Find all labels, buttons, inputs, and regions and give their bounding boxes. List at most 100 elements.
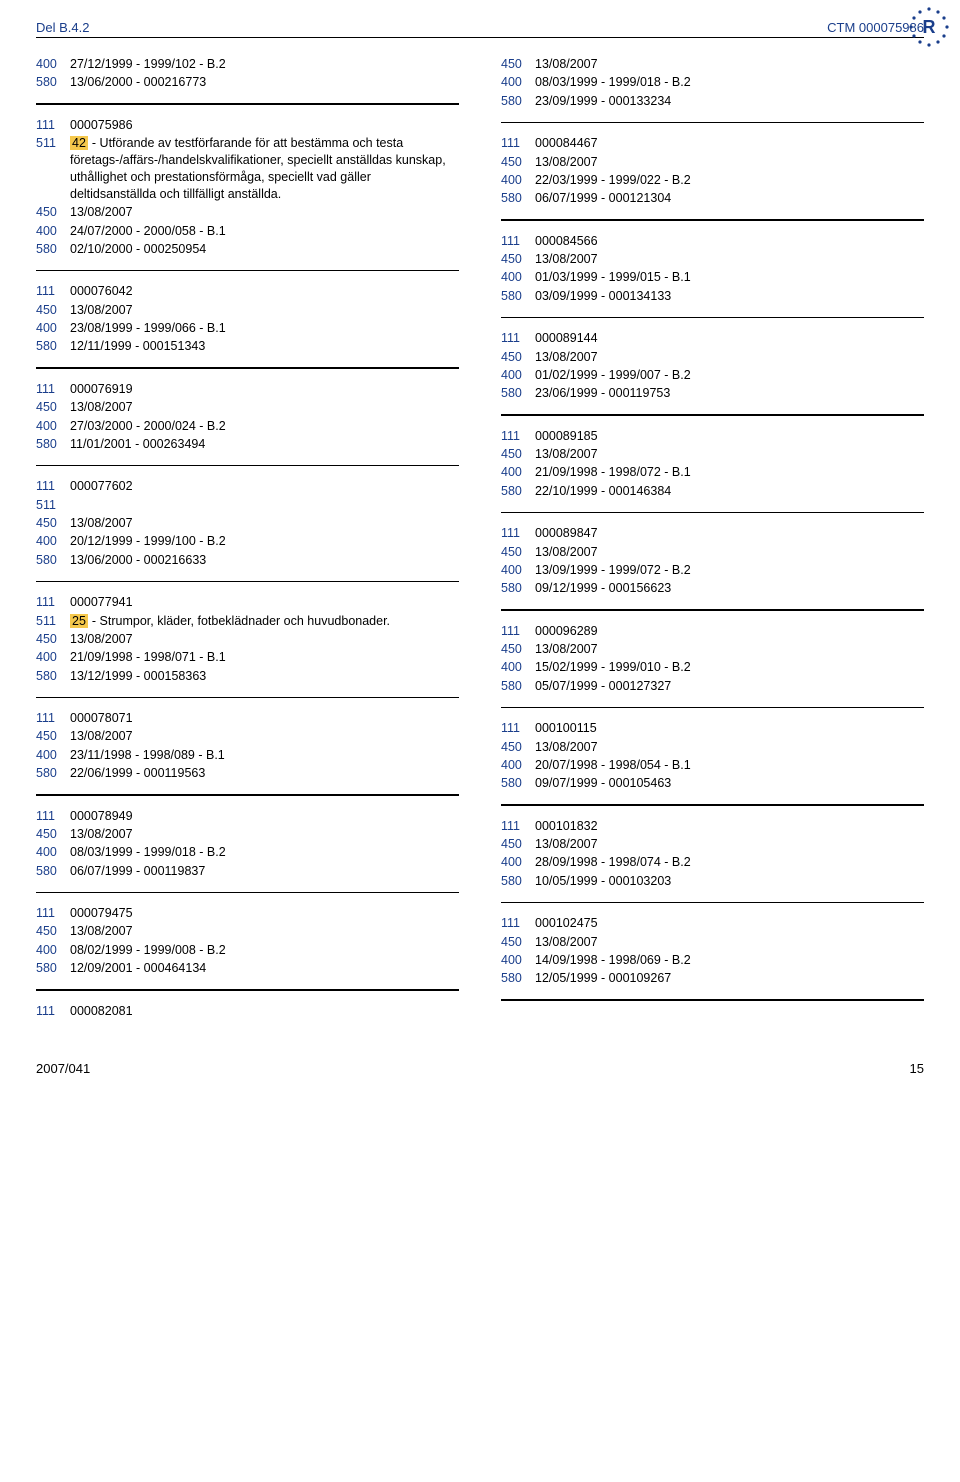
record-entry: 11100010247545013/08/200740014/09/1998 -… (501, 915, 924, 987)
field-value: 23/11/1998 - 1998/089 - B.1 (70, 747, 459, 764)
field-code: 511 (36, 135, 70, 152)
field-code: 111 (36, 905, 70, 922)
field-value: 000089847 (535, 525, 924, 542)
field-code: 580 (501, 93, 535, 110)
field-value: 22/06/1999 - 000119563 (70, 765, 459, 782)
record-line: 111000078071 (36, 710, 459, 727)
field-code: 400 (36, 649, 70, 666)
field-code: 450 (36, 302, 70, 319)
record-line: 111000102475 (501, 915, 924, 932)
field-code: 111 (36, 808, 70, 825)
separator (501, 414, 924, 416)
field-value: 09/07/1999 - 000105463 (535, 775, 924, 792)
field-value: 20/12/1999 - 1999/100 - B.2 (70, 533, 459, 550)
record-line: 58009/07/1999 - 000105463 (501, 775, 924, 792)
field-value: 000078949 (70, 808, 459, 825)
field-code: 580 (36, 552, 70, 569)
field-code: 450 (501, 544, 535, 561)
field-value: 23/06/1999 - 000119753 (535, 385, 924, 402)
field-code: 400 (501, 854, 535, 871)
field-value: 22/03/1999 - 1999/022 - B.2 (535, 172, 924, 189)
record-line: 45013/08/2007 (501, 641, 924, 658)
record-line: 58009/12/1999 - 000156623 (501, 580, 924, 597)
field-code: 450 (36, 204, 70, 221)
field-value: 000096289 (535, 623, 924, 640)
field-value: 13/08/2007 (535, 446, 924, 463)
record-entry: 111000082081 (36, 1003, 459, 1020)
record-line: 45013/08/2007 (501, 251, 924, 268)
record-line: 111000075986 (36, 117, 459, 134)
footer-left: 2007/041 (36, 1061, 90, 1076)
field-code: 400 (501, 269, 535, 286)
separator (501, 707, 924, 709)
field-code: 400 (36, 844, 70, 861)
field-code: 580 (36, 863, 70, 880)
record-line: 45013/08/2007 (36, 728, 459, 745)
field-code: 450 (36, 515, 70, 532)
field-value: 01/03/1999 - 1999/015 - B.1 (535, 269, 924, 286)
record-line: 58012/09/2001 - 000464134 (36, 960, 459, 977)
field-code: 580 (501, 580, 535, 597)
separator (501, 317, 924, 319)
field-value: 08/03/1999 - 1999/018 - B.2 (70, 844, 459, 861)
field-value: 000078071 (70, 710, 459, 727)
field-code: 450 (36, 399, 70, 416)
footer-right: 15 (910, 1061, 924, 1076)
record-line: 40027/03/2000 - 2000/024 - B.2 (36, 418, 459, 435)
field-value: 13/08/2007 (70, 728, 459, 745)
svg-text:R: R (923, 17, 936, 37)
field-code: 111 (501, 818, 535, 835)
field-code: 400 (501, 172, 535, 189)
field-value: 13/08/2007 (70, 302, 459, 319)
field-value: 13/08/2007 (535, 349, 924, 366)
separator (36, 697, 459, 699)
field-value: 000100115 (535, 720, 924, 737)
separator (501, 512, 924, 514)
field-code: 111 (36, 117, 70, 134)
record-entry: 45013/08/200740008/03/1999 - 1999/018 - … (501, 56, 924, 110)
field-code: 580 (36, 74, 70, 91)
field-code: 111 (501, 915, 535, 932)
field-code: 580 (36, 338, 70, 355)
field-value: 13/08/2007 (535, 934, 924, 951)
separator (36, 989, 459, 991)
record-line: 58023/06/1999 - 000119753 (501, 385, 924, 402)
record-entry: 11100008446745013/08/200740022/03/1999 -… (501, 135, 924, 207)
field-code: 450 (501, 641, 535, 658)
separator (36, 794, 459, 796)
record-line: 45013/08/2007 (501, 544, 924, 561)
page-footer: 2007/041 15 (36, 1061, 924, 1076)
field-code: 450 (501, 154, 535, 171)
field-value: 21/09/1998 - 1998/071 - B.1 (70, 649, 459, 666)
record-line: 45013/08/2007 (36, 631, 459, 648)
field-value: 000089144 (535, 330, 924, 347)
field-value: 13/12/1999 - 000158363 (70, 668, 459, 685)
record-line: 40022/03/1999 - 1999/022 - B.2 (501, 172, 924, 189)
record-entry: 11100008918545013/08/200740021/09/1998 -… (501, 428, 924, 500)
field-value: 15/02/1999 - 1999/010 - B.2 (535, 659, 924, 676)
field-code: 111 (501, 623, 535, 640)
field-code: 400 (36, 418, 70, 435)
field-value: 13/08/2007 (535, 251, 924, 268)
record-line: 58002/10/2000 - 000250954 (36, 241, 459, 258)
record-line: 58003/09/1999 - 000134133 (501, 288, 924, 305)
field-value: 13/08/2007 (535, 56, 924, 73)
record-line: 45013/08/2007 (501, 836, 924, 853)
separator (36, 270, 459, 272)
record-line: 45013/08/2007 (501, 739, 924, 756)
field-value: 000079475 (70, 905, 459, 922)
field-value: 13/08/2007 (70, 204, 459, 221)
field-value: 000076919 (70, 381, 459, 398)
separator (501, 999, 924, 1001)
field-code: 580 (501, 190, 535, 207)
field-value: 12/11/1999 - 000151343 (70, 338, 459, 355)
field-code: 111 (501, 233, 535, 250)
record-line: 58023/09/1999 - 000133234 (501, 93, 924, 110)
field-value: 000082081 (70, 1003, 459, 1020)
record-line: 40020/12/1999 - 1999/100 - B.2 (36, 533, 459, 550)
field-value: 000084566 (535, 233, 924, 250)
field-code: 580 (36, 668, 70, 685)
field-code: 450 (36, 826, 70, 843)
record-line: 111000079475 (36, 905, 459, 922)
field-code: 450 (36, 631, 70, 648)
